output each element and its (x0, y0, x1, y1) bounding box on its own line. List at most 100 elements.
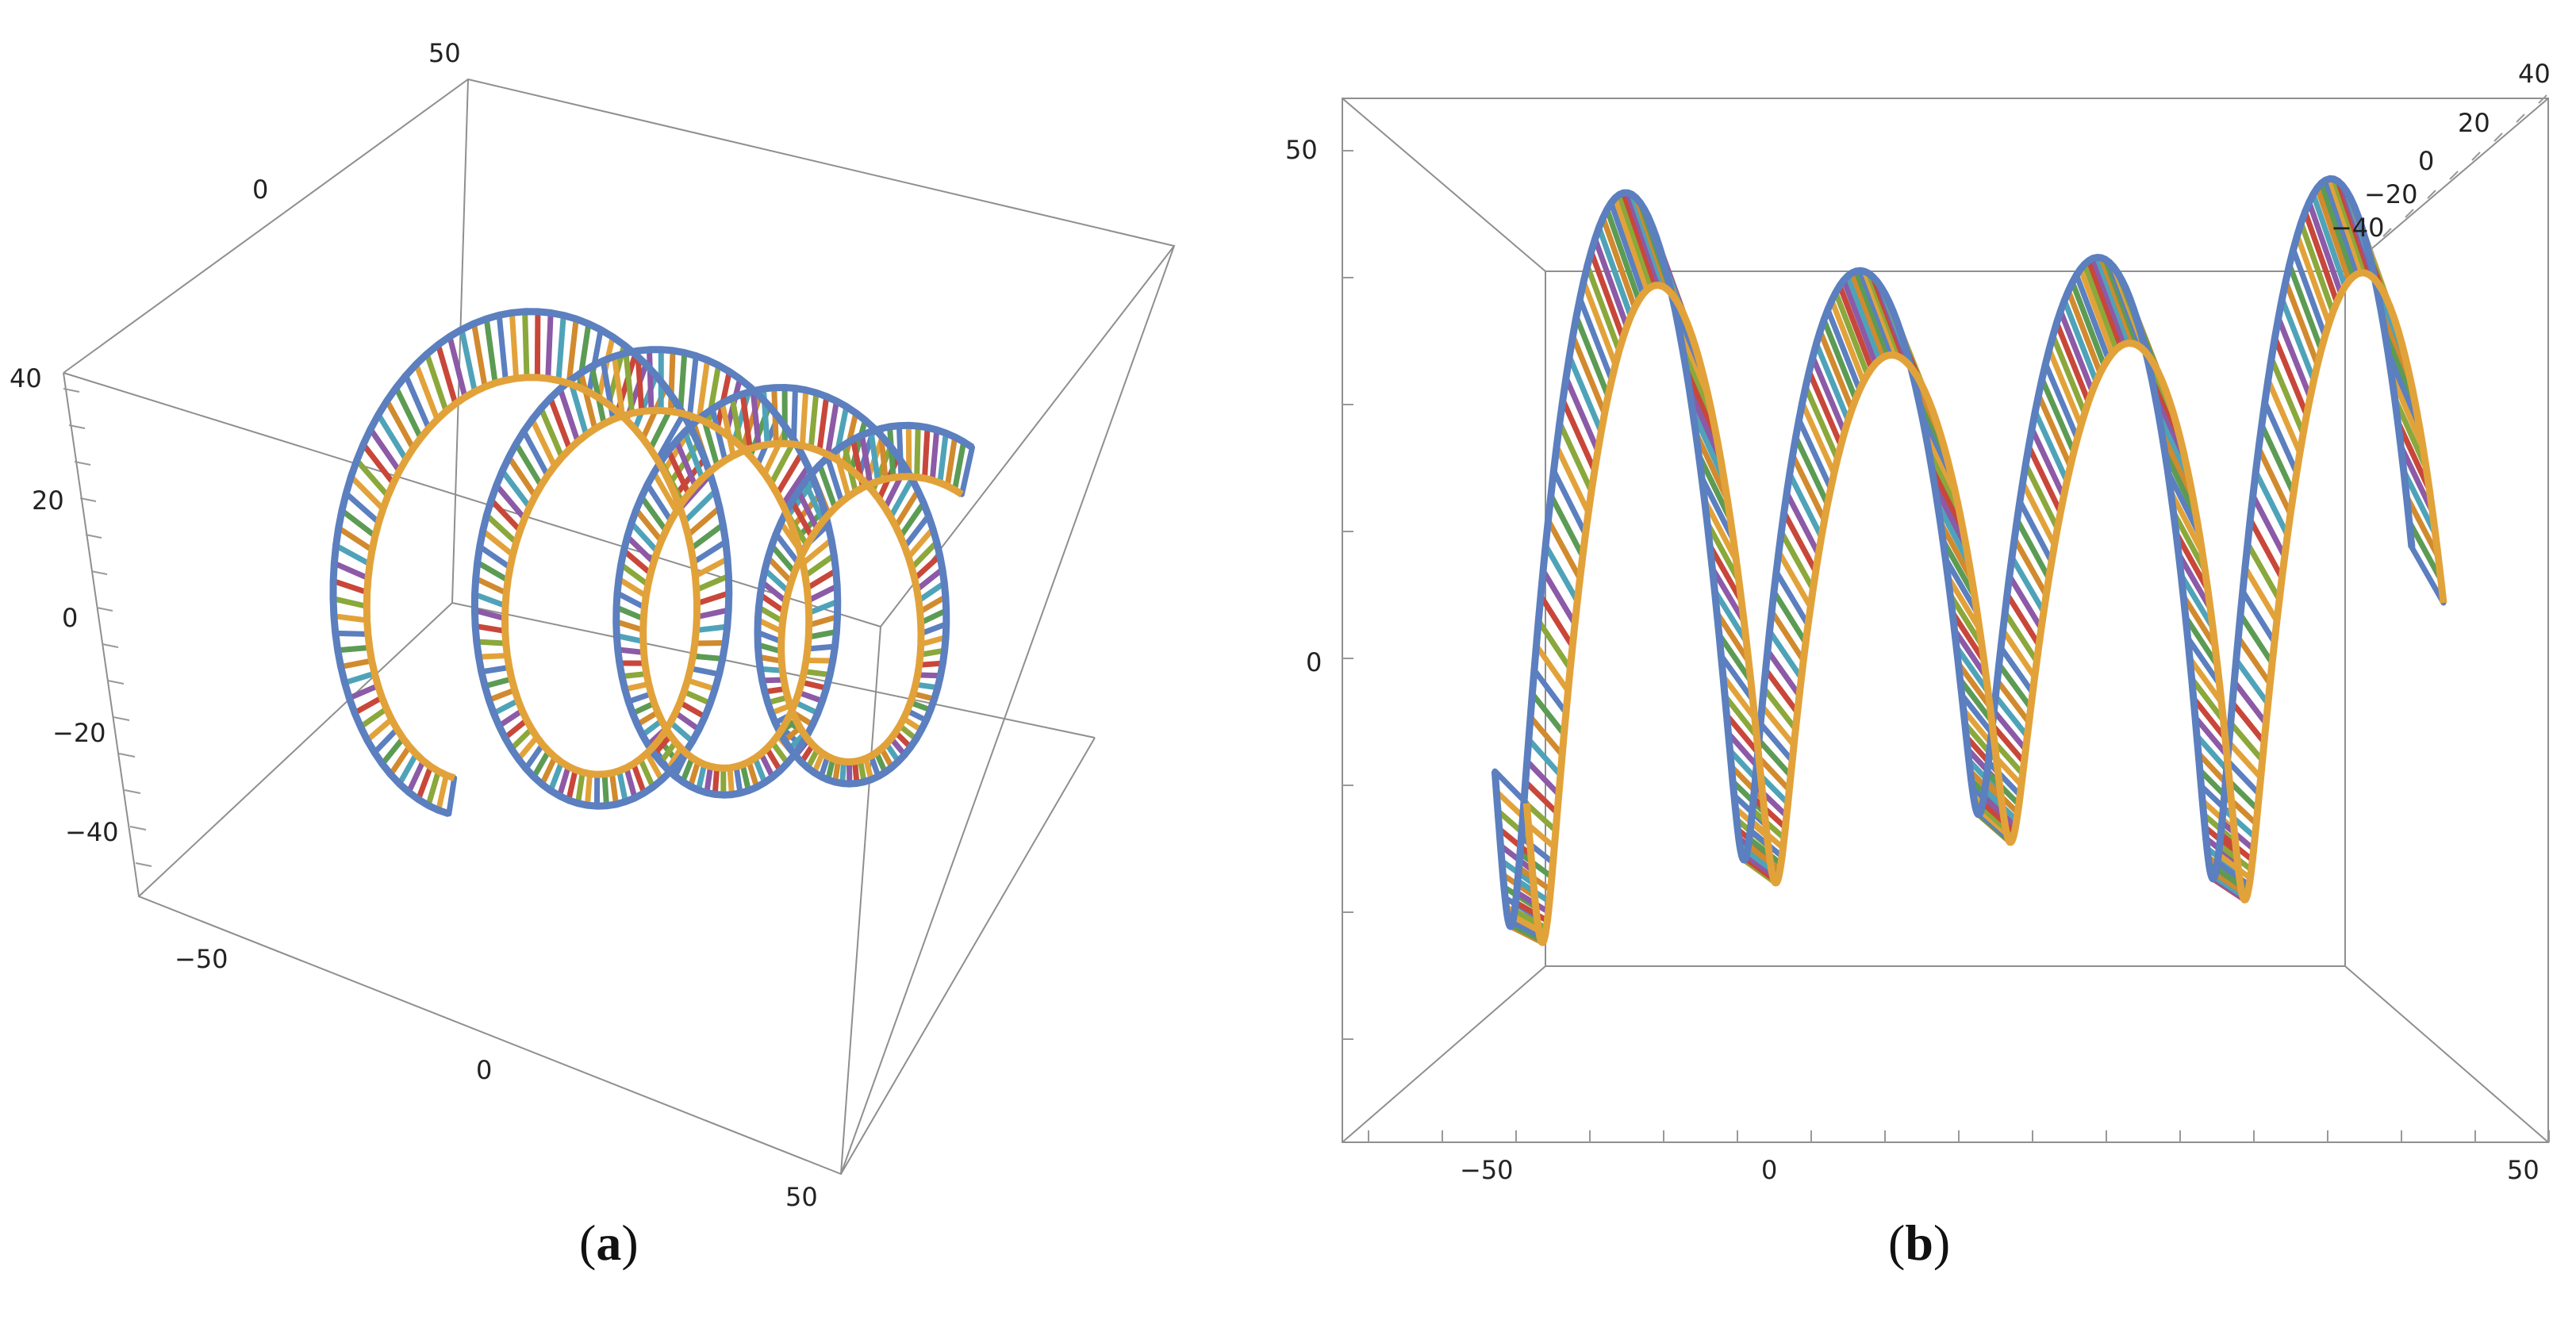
ribbon-rung (687, 758, 701, 789)
axis-tick (107, 680, 125, 685)
ribbon-rung (915, 672, 944, 679)
depth-tick-label: 20 (2458, 108, 2490, 138)
ribbon-rung (523, 742, 546, 772)
ribbon-rung (685, 505, 723, 538)
ribbon-rung (557, 386, 581, 445)
ribbon-rung (773, 531, 801, 566)
ribbon-rung (709, 405, 728, 463)
ribbon-rung (2004, 591, 2042, 648)
ribbon-rung (1566, 353, 1604, 435)
ribbon-rung (1776, 549, 1814, 610)
ribbon-rung (1629, 191, 1667, 290)
ribbon-edge-outer (329, 308, 974, 818)
ribbon-rung (339, 508, 378, 539)
ribbon-rung (459, 326, 478, 395)
ribbon-rung (795, 488, 820, 532)
ribbon-rung (1833, 290, 1871, 378)
ribbon-rung (1728, 763, 1766, 803)
ribbon-rung (2189, 675, 2227, 723)
ribbon-rung (493, 482, 528, 522)
depth-tick-label: 40 (2518, 59, 2551, 89)
ribbon-rung (2082, 261, 2120, 352)
ribbon-rung (447, 333, 468, 401)
ribbon-rung (1985, 759, 2023, 798)
ribbon-rung (2240, 588, 2278, 646)
ribbon-rung (1778, 529, 1816, 593)
ribbon-rung (746, 758, 760, 790)
ribbon-rung (473, 575, 509, 597)
axis-tick (63, 388, 80, 393)
ribbon-rung (768, 437, 797, 487)
ribbon-rung (2069, 279, 2107, 369)
ribbon-rung (808, 389, 820, 451)
axis-tick (118, 753, 136, 758)
ticks-b (1342, 94, 2550, 1142)
ribbon-rung (1729, 778, 1768, 816)
ribbon-rung (556, 763, 571, 799)
ribbon-rung (1857, 267, 1895, 359)
ribbon-rung (774, 451, 804, 497)
ribbon-rung (2050, 332, 2088, 416)
box-edge-bottom-right (840, 737, 1096, 1175)
ribbon-rung (613, 619, 647, 633)
ribbon-rung (488, 497, 524, 534)
ribbon-rung (910, 691, 938, 702)
ribbon-rung (1829, 297, 1867, 385)
ribbon-rung (346, 683, 381, 701)
ribbon-rung (2244, 540, 2282, 603)
ribbon-rung (917, 593, 949, 615)
ribbon-rung (804, 643, 838, 652)
ribbon-rung (897, 500, 927, 539)
ribbon-rung (2259, 422, 2297, 497)
ribbon-rung (2214, 859, 2252, 888)
ribbon-rung (375, 412, 409, 462)
ribbon-rung (358, 705, 390, 730)
ribbon-rung (693, 623, 731, 634)
ribbon-rung (2178, 572, 2216, 631)
ribbon-rung (367, 426, 402, 474)
ribbon-rung (757, 592, 787, 615)
ribbon-rung (1806, 368, 1844, 448)
ribbon-rung (555, 313, 566, 384)
left-tick-label: 0 (1306, 647, 1322, 677)
ribbon-rung (2025, 443, 2063, 516)
left-tick-label: −20 (52, 718, 106, 748)
ribbon-rung (1787, 470, 1825, 540)
axis-tick (68, 424, 86, 429)
ribbon-rung (816, 462, 839, 511)
ribbon-rung (739, 391, 753, 452)
ribbon-rung (1517, 850, 1555, 880)
axis-tick (2538, 94, 2547, 104)
ribbon-rung (2228, 720, 2266, 763)
ribbon-rung (608, 769, 620, 808)
ribbon-rung (1814, 340, 1852, 424)
ribbon-rung (2180, 593, 2218, 650)
ribbon-rung (2235, 635, 2273, 687)
ribbon-rung (667, 347, 676, 415)
ribbon-rung (677, 700, 708, 720)
ribbon-rung (379, 735, 406, 767)
ribbon-rung (655, 411, 686, 463)
ribbon-rung (667, 719, 696, 745)
ribbon-rung (405, 758, 427, 796)
ribbon-rung (1545, 517, 1583, 581)
ribbon-rung (2298, 220, 2336, 316)
ribbon-rung (805, 583, 840, 604)
ribbon-rung (929, 427, 940, 483)
ribbon-rung (739, 762, 752, 794)
left-tick-label: 20 (32, 485, 64, 516)
ribbon-rung (689, 653, 726, 662)
ribbon-rung (690, 539, 729, 566)
ribbon-rung (486, 687, 518, 704)
ribbon-rung (1992, 693, 2030, 739)
ribbon-rung (2401, 467, 2439, 538)
ribbon-rung (613, 632, 647, 645)
bottom-tick-label: 50 (785, 1182, 818, 1212)
ribbon-rung (1538, 593, 1576, 650)
ribbon-rung (693, 573, 731, 593)
ribbon-rung (1616, 191, 1654, 290)
ribbon-rung (509, 309, 520, 382)
ribbon-rung (424, 351, 449, 414)
ribbon-rung (644, 750, 665, 783)
ribbon-rung (539, 754, 558, 788)
